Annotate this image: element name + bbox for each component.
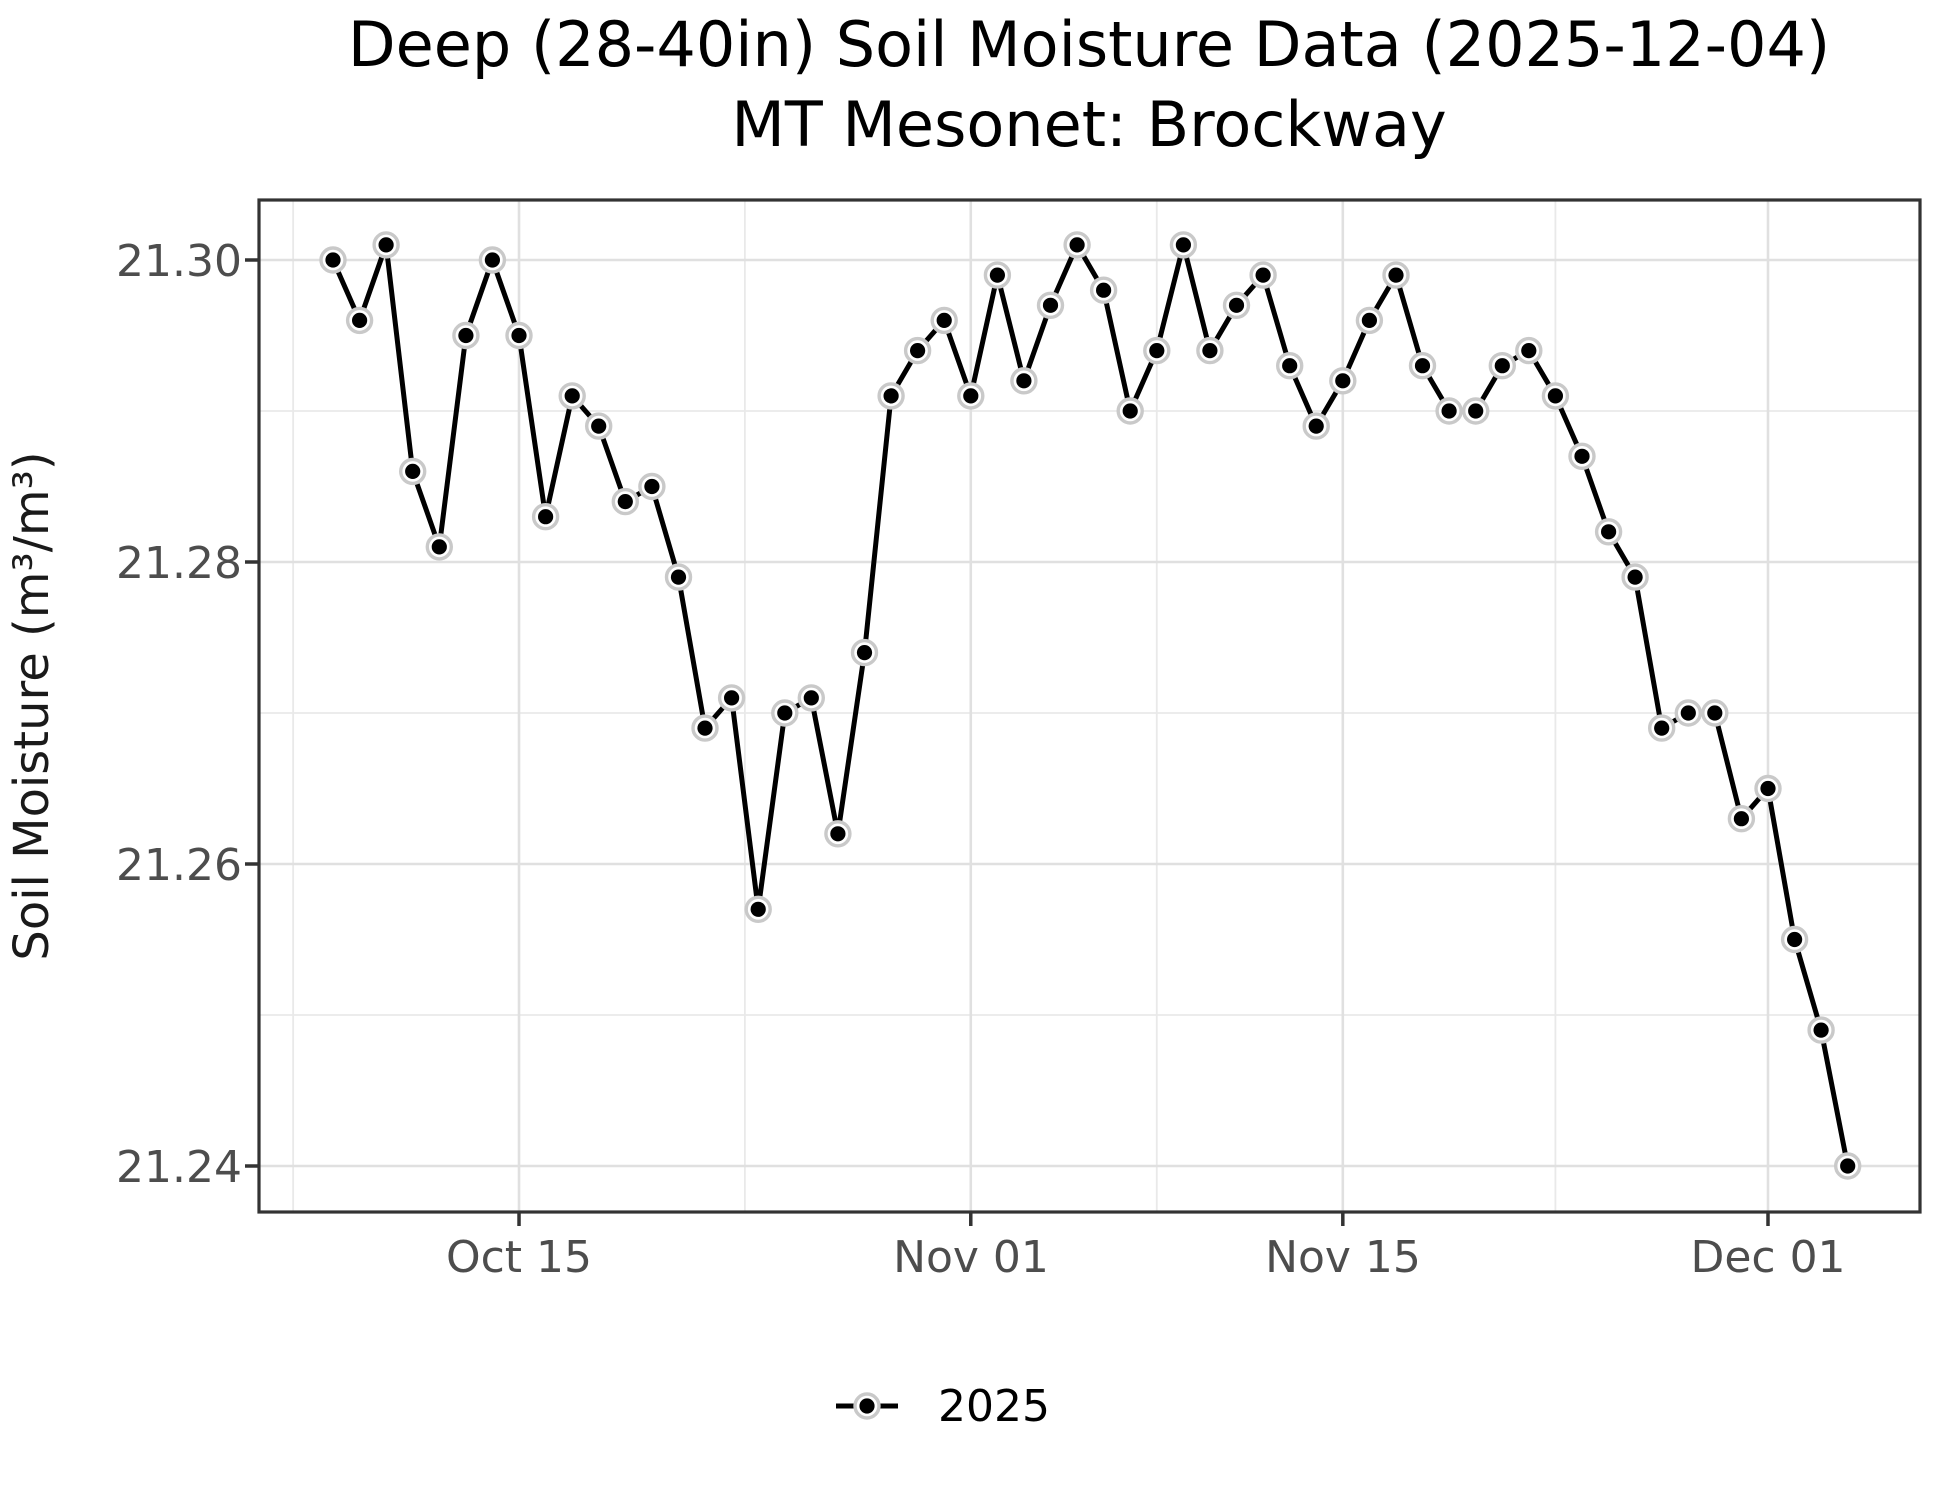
x-tick-label: Oct 15 <box>446 1232 592 1283</box>
y-tick-label: 21.28 <box>116 538 242 589</box>
chart-title: Deep (28-40in) Soil Moisture Data (2025-… <box>348 8 1830 81</box>
x-tick-label: Nov 15 <box>1265 1232 1421 1283</box>
gridlines-minor <box>259 200 1920 1212</box>
legend-label-2025: 2025 <box>938 1381 1050 1432</box>
y-tick-label: 21.24 <box>116 1142 242 1193</box>
chart-subtitle: MT Mesonet: Brockway <box>731 88 1446 161</box>
y-axis-title: Soil Moisture (m³/m³) <box>4 451 60 960</box>
axis-tick-marks <box>245 258 1770 1226</box>
legend: 2025 <box>836 1381 1050 1432</box>
panel-border <box>257 198 1922 1214</box>
x-tick-label: Dec 01 <box>1690 1232 1845 1283</box>
y-tick-label: 21.26 <box>116 840 242 891</box>
x-tick-label: Nov 01 <box>893 1232 1049 1283</box>
data-line-2025 <box>330 242 1851 1167</box>
gridlines-major <box>259 200 1920 1212</box>
y-tick-label: 21.30 <box>116 236 242 287</box>
data-points-2025 <box>319 231 1862 1180</box>
legend-point-glyph <box>859 1398 875 1414</box>
